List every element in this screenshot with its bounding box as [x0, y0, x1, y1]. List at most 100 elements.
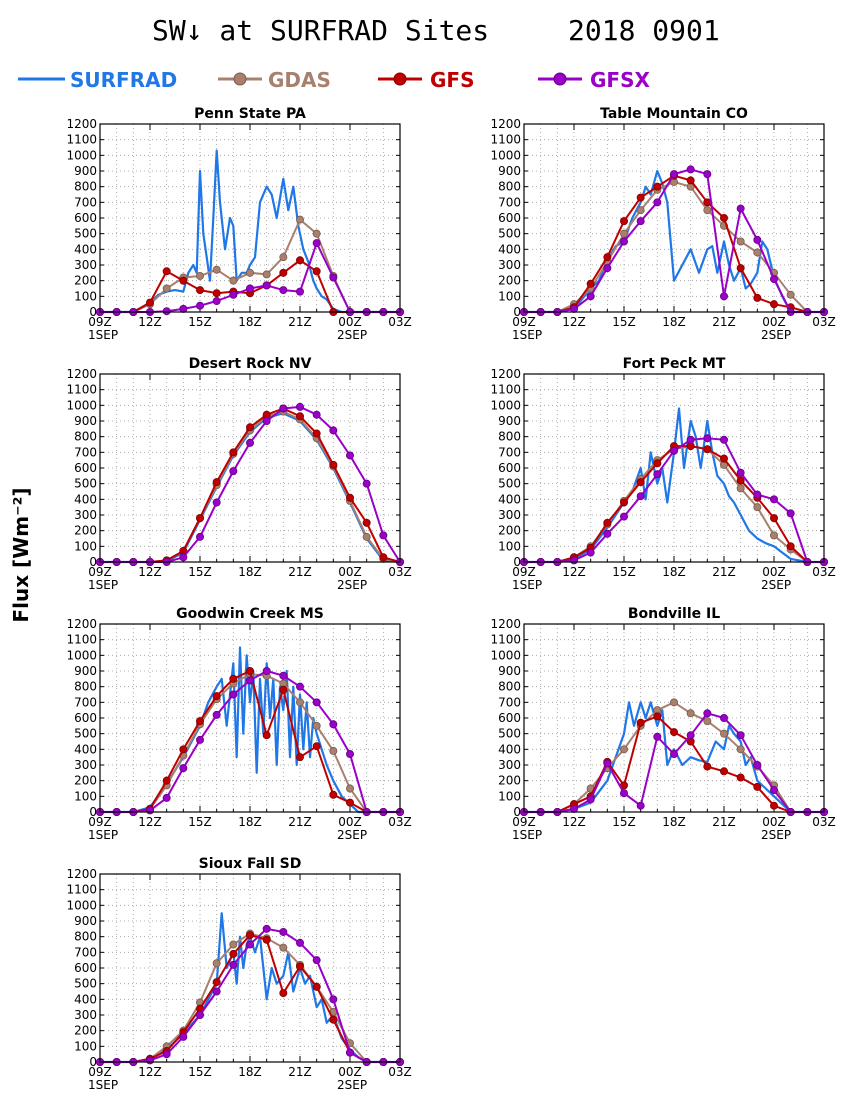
- data-point-gfs: [312, 982, 321, 991]
- series-gfs: [520, 442, 829, 567]
- y-axis-label: Flux [Wm⁻²]: [9, 487, 33, 622]
- y-tick-label: 1200: [490, 117, 521, 131]
- y-tick-label: 0: [513, 305, 521, 319]
- y-tick-label: 400: [74, 492, 97, 506]
- grid: [100, 124, 400, 312]
- series-gfsx: [520, 709, 829, 817]
- data-point-gfs: [329, 1015, 338, 1024]
- y-tick-label: 0: [89, 305, 97, 319]
- data-point-gfsx: [179, 553, 188, 562]
- data-point-gfs: [345, 493, 354, 502]
- y-tick-label: 1000: [490, 148, 521, 162]
- y-tick-label: 900: [74, 664, 97, 678]
- data-point-gfs: [162, 776, 171, 785]
- data-point-gfsx: [295, 402, 304, 411]
- y-tick-label: 1000: [66, 898, 97, 912]
- x-tick-label: 03Z: [388, 315, 412, 329]
- data-point-gfs: [720, 213, 729, 222]
- y-tick-label: 300: [74, 508, 97, 522]
- x-tick-label: 21Z: [288, 1065, 312, 1079]
- data-point-gfsx: [212, 710, 221, 719]
- data-point-gfs: [295, 962, 304, 971]
- grid: [100, 374, 400, 562]
- series-line-surfrad: [100, 412, 401, 564]
- data-point-gfsx: [245, 676, 254, 685]
- data-point-gfsx: [279, 286, 288, 295]
- data-point-gfs: [212, 478, 221, 487]
- data-point-gfs: [179, 276, 188, 285]
- data-point-gfsx: [603, 759, 612, 768]
- data-point-gfsx: [312, 239, 321, 248]
- data-point-gfsx: [262, 667, 271, 676]
- y-tick-label: 1100: [66, 633, 97, 647]
- data-point-gfsx: [145, 806, 154, 815]
- data-point-gfsx: [620, 789, 629, 798]
- data-point-gfs: [620, 498, 629, 507]
- data-point-gfsx: [753, 490, 762, 499]
- data-point-gfsx: [670, 750, 679, 759]
- y-tick-label: 300: [498, 508, 521, 522]
- y-tick-label: 800: [498, 180, 521, 194]
- data-point-gfsx: [586, 292, 595, 301]
- y-tick-label: 900: [498, 664, 521, 678]
- plot-frame: [99, 873, 401, 1063]
- data-point-gfsx: [620, 237, 629, 246]
- data-point-gdas: [362, 532, 371, 541]
- y-tick-label: 400: [498, 242, 521, 256]
- data-point-gfs: [586, 279, 595, 288]
- y-tick-label: 400: [498, 742, 521, 756]
- data-point-gfsx: [570, 556, 579, 565]
- x-tick-label: 00Z: [762, 815, 786, 829]
- y-tick-label: 500: [498, 727, 521, 741]
- data-point-gfs: [295, 753, 304, 762]
- y-tick-label: 1200: [66, 617, 97, 631]
- plot-frame: [99, 623, 401, 813]
- panel-title: Bondville IL: [628, 606, 720, 622]
- data-point-gfsx: [345, 750, 354, 759]
- figure-title: SW↓ at SURFRAD Sites: [152, 14, 489, 47]
- data-point-gdas: [770, 531, 779, 540]
- data-point-gfsx: [295, 287, 304, 296]
- data-point-gfsx: [162, 793, 171, 802]
- data-point-gfsx: [245, 438, 254, 447]
- y-tick-label: 800: [74, 680, 97, 694]
- data-point-gfsx: [329, 273, 338, 282]
- data-point-gfs: [195, 717, 204, 726]
- data-point-gfsx: [229, 467, 238, 476]
- data-point-gfsx: [736, 731, 745, 740]
- data-point-gfsx: [736, 468, 745, 477]
- data-point-gfs: [312, 742, 321, 751]
- series-line-gfsx: [100, 242, 400, 313]
- x-date-label: 1SEP: [512, 578, 542, 592]
- y-tick-label: 300: [498, 258, 521, 272]
- data-point-gfsx: [345, 1048, 354, 1057]
- data-point-gfs: [653, 182, 662, 191]
- y-tick-label: 0: [89, 1055, 97, 1069]
- y-tick-label: 400: [74, 992, 97, 1006]
- data-point-gdas: [753, 503, 762, 512]
- data-point-gfs: [720, 454, 729, 463]
- data-point-gfsx: [179, 764, 188, 773]
- y-tick-label: 300: [498, 758, 521, 772]
- data-point-gfsx: [312, 410, 321, 419]
- panel-title: Goodwin Creek MS: [176, 606, 324, 622]
- data-point-gfsx: [636, 801, 645, 810]
- legend-label-gfsx: GFSX: [590, 68, 650, 92]
- data-point-gdas: [312, 721, 321, 730]
- data-point-gfs: [262, 731, 271, 740]
- y-tick-label: 200: [498, 274, 521, 288]
- data-point-gfs: [653, 459, 662, 468]
- data-point-gfsx: [362, 479, 371, 488]
- data-point-gfsx: [770, 786, 779, 795]
- x-tick-label: 09Z: [512, 815, 536, 829]
- series-gfsx: [96, 924, 404, 1067]
- data-point-gfsx: [245, 284, 254, 293]
- data-point-gdas: [279, 253, 288, 262]
- data-point-gdas: [245, 268, 254, 277]
- x-tick-label: 21Z: [288, 315, 312, 329]
- data-point-gfsx: [195, 1011, 204, 1020]
- data-point-gfs: [653, 712, 662, 721]
- y-tick-label: 200: [498, 524, 521, 538]
